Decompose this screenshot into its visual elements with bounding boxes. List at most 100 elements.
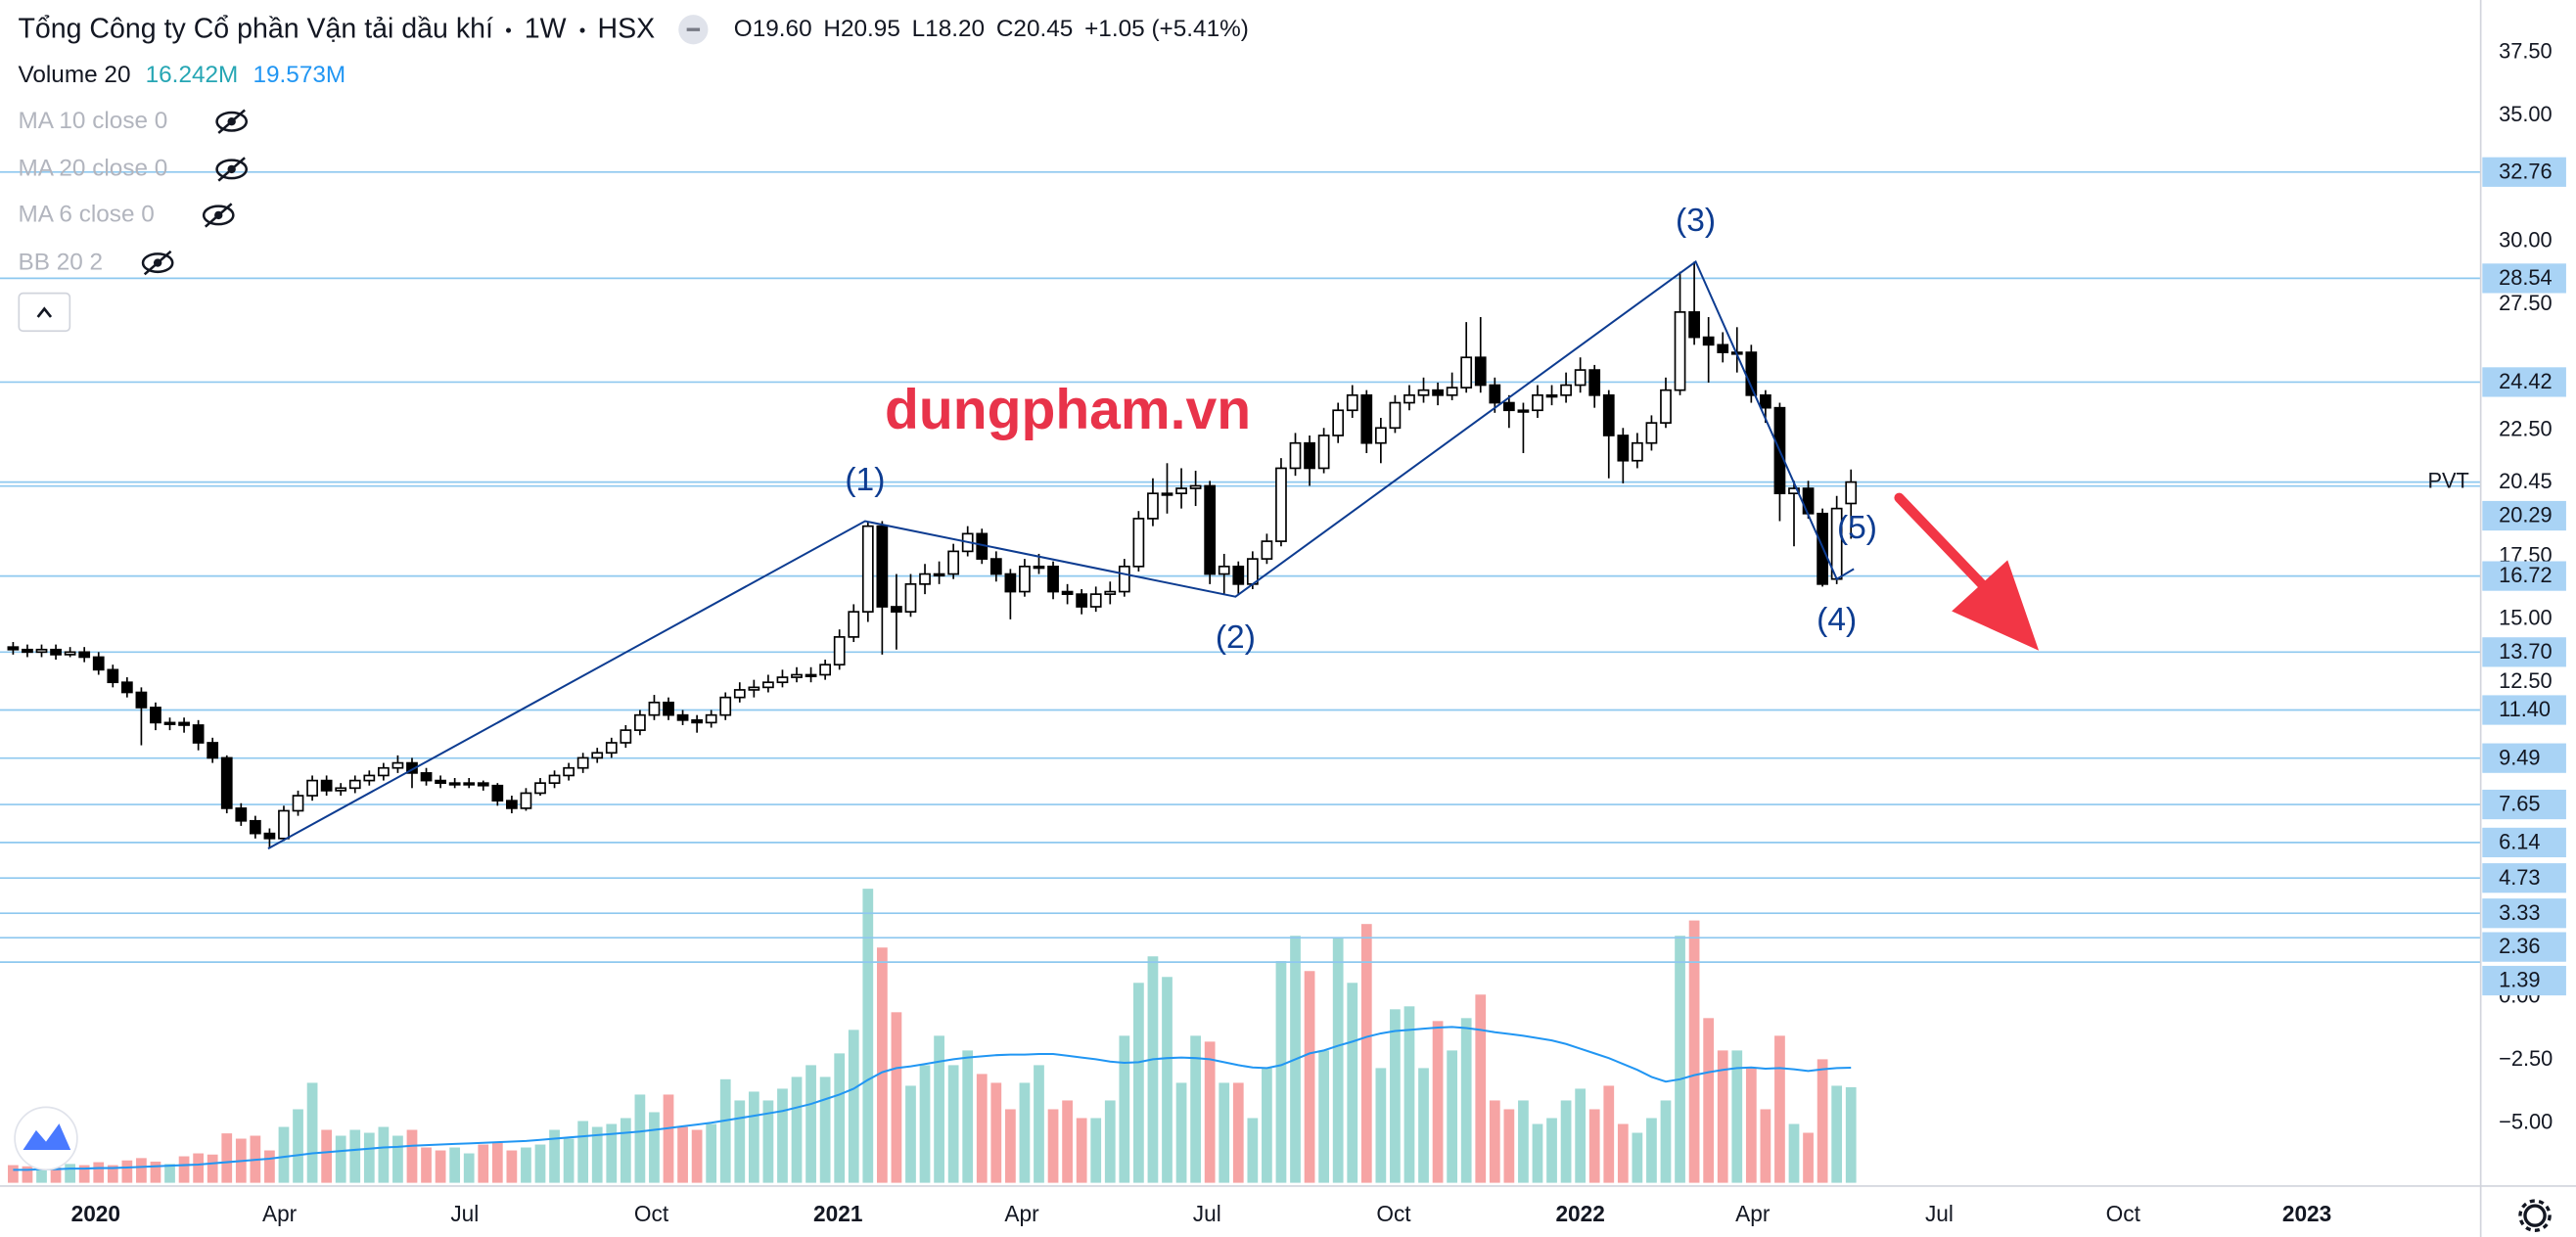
level-label-bg bbox=[2482, 157, 2566, 187]
ohlc-close: C20.45 bbox=[995, 16, 1074, 43]
candle-body bbox=[1845, 481, 1858, 505]
volume-bar bbox=[107, 1165, 118, 1183]
settings-gear[interactable] bbox=[2518, 1199, 2552, 1232]
volume-bar bbox=[891, 1012, 902, 1183]
collapse-button[interactable] bbox=[18, 292, 71, 333]
candle-body bbox=[1674, 311, 1686, 391]
volume-bar bbox=[1318, 1050, 1329, 1183]
level-label-bg bbox=[2482, 863, 2566, 893]
level-label-bg bbox=[2482, 898, 2566, 929]
candle-body bbox=[733, 689, 746, 699]
volume-bar bbox=[919, 1065, 931, 1183]
candle-body bbox=[1517, 409, 1530, 413]
level-label-bg bbox=[2482, 263, 2566, 294]
volume-bar bbox=[278, 1126, 290, 1183]
x-tick-label: Oct bbox=[1376, 1201, 1411, 1226]
volume-bar bbox=[791, 1077, 803, 1183]
candle-body bbox=[1660, 389, 1672, 424]
hidden-eye-icon[interactable] bbox=[212, 107, 252, 136]
candle-body bbox=[1104, 590, 1117, 595]
hidden-indicator[interactable]: BB 20 2 bbox=[18, 249, 174, 275]
volume-bar bbox=[1489, 1100, 1500, 1183]
level-label-bg bbox=[2482, 827, 2566, 858]
level-label-bg bbox=[2482, 500, 2566, 531]
volume-bar bbox=[1632, 1132, 1643, 1183]
volume-bar bbox=[506, 1150, 518, 1183]
hidden-indicator[interactable]: MA 6 close 0 bbox=[18, 202, 235, 228]
volume-bar bbox=[321, 1129, 333, 1183]
volume-bar bbox=[1304, 971, 1315, 1183]
candle-body bbox=[249, 819, 261, 835]
candle-body bbox=[1019, 565, 1031, 593]
volume-bar bbox=[591, 1126, 603, 1183]
volume-bar bbox=[150, 1161, 161, 1183]
y-tick-label: 22.50 bbox=[2499, 417, 2553, 441]
legend-toggle[interactable] bbox=[677, 15, 708, 45]
hidden-eye-icon[interactable] bbox=[212, 154, 252, 183]
level-label: 28.54 bbox=[2499, 265, 2553, 290]
candle-body bbox=[1389, 401, 1402, 430]
symbol-label: PVT bbox=[2427, 468, 2468, 492]
volume-bar bbox=[1375, 1068, 1387, 1183]
volume-bar bbox=[1575, 1088, 1587, 1183]
volume-bar bbox=[1560, 1100, 1572, 1183]
volume-bar bbox=[1460, 1018, 1472, 1183]
candle-body bbox=[477, 782, 489, 787]
volume-bar bbox=[706, 1123, 717, 1183]
hidden-eye-icon[interactable] bbox=[199, 201, 238, 230]
y-tick-label: 27.50 bbox=[2499, 291, 2553, 315]
volume-bar bbox=[22, 1166, 33, 1183]
candle-body bbox=[306, 779, 318, 797]
candle-body bbox=[1560, 384, 1572, 396]
symbol-name: Tổng Công ty Cổ phần Vận tải dầu khí bbox=[18, 13, 493, 45]
volume-bar bbox=[1503, 1109, 1515, 1183]
candle-body bbox=[1232, 565, 1245, 585]
y-tick-label: 35.00 bbox=[2499, 102, 2553, 126]
volume-bar bbox=[1104, 1100, 1116, 1183]
level-label: 20.29 bbox=[2499, 503, 2553, 527]
volume-bar bbox=[549, 1129, 560, 1183]
logo[interactable] bbox=[14, 1106, 78, 1171]
candle-body bbox=[235, 807, 248, 822]
candle-body bbox=[705, 713, 717, 724]
volume-bar bbox=[1518, 1100, 1529, 1183]
y-tick-label: −5.00 bbox=[2499, 1109, 2553, 1133]
candle-body bbox=[848, 611, 860, 638]
candle-body bbox=[989, 558, 1002, 575]
ohlc-change: +1.05 (+5.41%) bbox=[1084, 16, 1249, 43]
candle-body bbox=[1033, 565, 1045, 570]
volume-bar bbox=[1133, 983, 1144, 1183]
candle-body bbox=[1004, 573, 1017, 593]
candle-body bbox=[805, 673, 817, 678]
candle-body bbox=[1061, 590, 1074, 595]
candle-body bbox=[1089, 593, 1102, 608]
volume-bar bbox=[78, 1165, 90, 1183]
candle-body bbox=[833, 636, 846, 666]
candle-body bbox=[1275, 467, 1287, 542]
level-label: 1.39 bbox=[2499, 968, 2540, 992]
hidden-indicator[interactable]: MA 20 close 0 bbox=[18, 156, 249, 181]
candle-body bbox=[1717, 344, 1729, 353]
candle-body bbox=[263, 832, 276, 840]
volume-bar bbox=[1219, 1082, 1230, 1183]
volume-bar bbox=[1204, 1041, 1216, 1183]
x-tick-label: Apr bbox=[1004, 1201, 1039, 1226]
candle-body bbox=[1502, 401, 1515, 412]
volume-bar bbox=[634, 1094, 646, 1183]
volume-bar bbox=[1175, 1082, 1187, 1183]
candle-body bbox=[576, 756, 589, 769]
x-tick-label: 2022 bbox=[1555, 1201, 1604, 1226]
volume-ma-line bbox=[13, 1026, 1852, 1171]
level-label-bg bbox=[2482, 932, 2566, 962]
x-tick-label: Oct bbox=[634, 1201, 669, 1226]
candle-body bbox=[563, 766, 575, 777]
level-label: 16.72 bbox=[2499, 563, 2553, 587]
candle-body bbox=[120, 681, 133, 694]
candle-body bbox=[691, 718, 703, 724]
interval: 1W bbox=[524, 13, 567, 45]
x-tick-label: Apr bbox=[262, 1201, 298, 1226]
hidden-indicator[interactable]: MA 10 close 0 bbox=[18, 109, 249, 135]
volume-bar bbox=[1617, 1123, 1629, 1183]
hidden-eye-icon[interactable] bbox=[138, 248, 177, 277]
volume-bar bbox=[478, 1144, 489, 1183]
